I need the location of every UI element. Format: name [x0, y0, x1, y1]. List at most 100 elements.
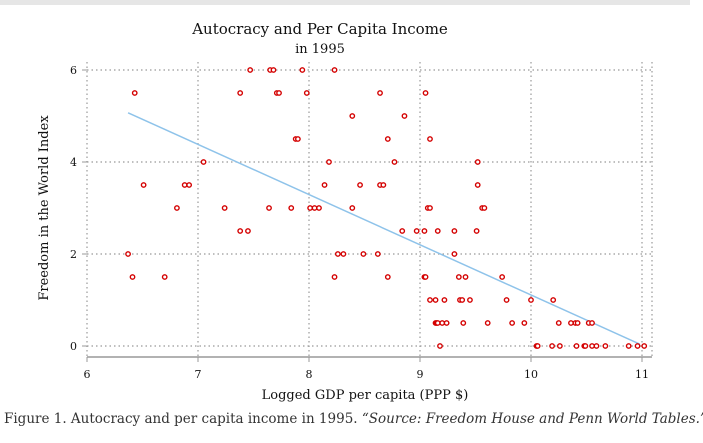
data-point	[374, 251, 381, 257]
data-point	[427, 205, 433, 211]
data-point	[462, 274, 469, 280]
data-point	[334, 251, 341, 257]
data-point	[521, 320, 528, 326]
data-point	[131, 90, 138, 96]
data-point	[299, 67, 306, 73]
x-tick-label: 8	[306, 368, 313, 381]
data-point	[316, 205, 322, 211]
data-point	[549, 343, 555, 349]
top-bar	[0, 0, 690, 5]
data-point	[589, 343, 595, 349]
data-point	[434, 320, 441, 326]
data-point	[140, 182, 147, 188]
data-point	[288, 205, 295, 211]
data-point	[582, 343, 589, 349]
data-point	[481, 205, 488, 211]
data-point	[574, 320, 581, 326]
fit-line	[127, 112, 641, 345]
axes: 6 7 8 9 10 11 0 2 4 6	[70, 64, 652, 381]
data-point	[625, 343, 632, 349]
data-point	[384, 274, 391, 280]
data-point	[460, 320, 467, 326]
data-point	[186, 182, 193, 188]
data-point	[550, 297, 557, 303]
data-point	[181, 182, 188, 188]
caption-text: Figure 1. Autocracy and per capita incom…	[4, 411, 362, 427]
data-point	[340, 251, 347, 257]
data-point	[331, 67, 338, 73]
data-point	[413, 228, 420, 234]
y-tick-label: 2	[70, 248, 77, 261]
data-point	[380, 182, 387, 188]
data-point	[276, 90, 282, 96]
data-point	[421, 228, 428, 234]
data-point	[294, 136, 301, 142]
data-point	[311, 205, 318, 211]
data-point	[427, 297, 433, 303]
data-point	[473, 228, 480, 234]
data-point	[360, 251, 367, 257]
y-tick-label: 6	[70, 64, 77, 77]
data-point	[303, 90, 310, 96]
gridlines	[86, 62, 653, 357]
figure-caption: Figure 1. Autocracy and per capita incom…	[4, 411, 703, 427]
x-tick-label: 7	[195, 368, 202, 381]
data-point	[399, 228, 406, 234]
data-point	[573, 343, 580, 349]
data-point	[384, 136, 391, 142]
data-point	[161, 274, 168, 280]
data-point	[534, 343, 541, 349]
fit-line-group	[127, 112, 641, 345]
data-point	[349, 113, 356, 119]
data-point	[503, 297, 510, 303]
data-point	[593, 343, 600, 349]
data-point	[634, 343, 641, 349]
data-point	[474, 182, 481, 188]
data-point	[556, 343, 563, 349]
x-tick-label: 10	[524, 368, 538, 381]
data-point	[237, 90, 244, 96]
data-point	[422, 274, 429, 280]
data-point	[451, 228, 458, 234]
data-point	[439, 320, 446, 326]
data-point	[441, 297, 448, 303]
chart-subtitle: in 1995	[295, 42, 345, 57]
data-point	[474, 159, 481, 165]
data-point	[484, 320, 491, 326]
data-point	[432, 297, 439, 303]
data-point	[326, 159, 332, 165]
data-point	[321, 182, 328, 188]
data-point	[266, 205, 272, 211]
data-point	[455, 274, 462, 280]
data-point	[509, 320, 516, 326]
data-point	[245, 228, 251, 234]
data-point	[555, 320, 562, 326]
data-point	[467, 297, 473, 303]
data-point	[270, 67, 277, 73]
data-point	[200, 159, 207, 165]
x-tick-label: 9	[417, 368, 424, 381]
data-point	[451, 251, 458, 257]
caption-source: “Source: Freedom House and Penn World Ta…	[361, 411, 703, 427]
data-point	[377, 90, 383, 96]
data-point	[129, 274, 136, 280]
x-axis-label: Logged GDP per capita (PPP $)	[262, 388, 469, 403]
y-tick-label: 0	[70, 340, 77, 353]
data-point	[349, 205, 356, 211]
data-point	[422, 90, 429, 96]
data-point	[427, 136, 433, 142]
data-point	[357, 182, 363, 188]
data-point	[125, 251, 131, 257]
data-point	[641, 343, 648, 349]
data-point	[307, 205, 314, 211]
data-point	[437, 343, 443, 349]
data-point	[221, 205, 228, 211]
data-point	[174, 205, 180, 211]
data-point	[459, 297, 466, 303]
points-group	[125, 67, 648, 349]
data-point	[499, 274, 506, 280]
x-tick-label: 11	[635, 368, 649, 381]
data-point	[247, 67, 254, 73]
data-point	[568, 320, 574, 326]
